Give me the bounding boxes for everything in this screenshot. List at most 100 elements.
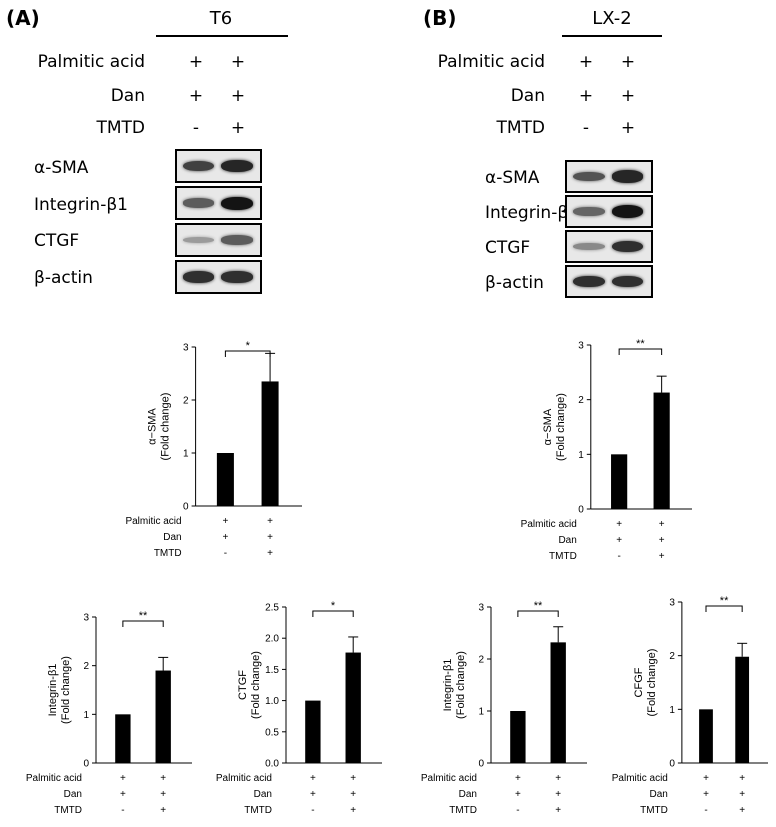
treatment-sign: + — [555, 773, 561, 784]
treatment-sign: + — [659, 551, 665, 562]
treatment-row-label: Dan — [64, 789, 82, 800]
panel-a-blot-asma — [175, 149, 262, 183]
treatment-row-label: Dan — [163, 532, 181, 543]
panel-b-sign-dan-1: + — [578, 86, 594, 106]
y-axis-label: (Fold change) — [60, 656, 72, 724]
blot-band-lane-1 — [572, 275, 605, 288]
treatment-sign: + — [267, 532, 273, 543]
panel-b-treatment-label-tmtd: TMTD — [496, 118, 545, 138]
bar — [735, 656, 750, 763]
bar — [653, 392, 670, 509]
treatment-row-label: TMTD — [244, 805, 272, 816]
y-tick-label: 2 — [669, 651, 675, 662]
treatment-row-label: TMTD — [640, 805, 668, 816]
y-tick-label: 1 — [183, 449, 189, 460]
significance-label: * — [246, 340, 251, 352]
panel-a-sign-tmtd-2: + — [230, 118, 246, 138]
y-axis-label: α−SMA — [147, 408, 159, 445]
chart-t6-ctgf: 0.0 0.5 1.0 1.5 2.0 2.5 CTGF (Fold change) * Palm… — [216, 600, 382, 816]
treatment-sign: + — [310, 789, 316, 800]
significance-label: ** — [139, 610, 148, 622]
y-tick-label: 2.5 — [265, 603, 279, 614]
treatment-row-label: Palmitic acid — [125, 516, 181, 527]
treatment-sign: + — [515, 773, 521, 784]
chart-group: 0 1 2 3 Integrin-β1 (Fold change) ** Palmitic a… — [26, 610, 192, 816]
panel-b-sign-tmtd-2: + — [620, 118, 636, 138]
treatment-sign: + — [350, 805, 356, 816]
panel-a-blot-label-bactin: β-actin — [34, 268, 93, 288]
panel-b-sign-dan-2: + — [620, 86, 636, 106]
significance-label: * — [331, 600, 336, 612]
blot-band-lane-2 — [220, 159, 253, 173]
treatment-sign: + — [659, 535, 665, 546]
blot-band-lane-1 — [182, 271, 215, 283]
treatment-row-label: TMTD — [154, 548, 182, 559]
chart-group: 0 1 2 3 α−SMA (Fold change) * Palmitic acid + + Da… — [125, 340, 302, 559]
treatment-row-label: Palmitic acid — [612, 773, 668, 784]
panel-b-sign-palmitic-2: + — [620, 52, 636, 72]
panel-a-blot-ctgf — [175, 223, 262, 257]
panel-a-cell-line-underline — [156, 35, 288, 37]
blot-band-lane-1 — [572, 242, 605, 251]
treatment-sign: - — [704, 805, 707, 816]
y-tick-label: 1 — [669, 705, 675, 716]
bar — [115, 714, 131, 763]
y-tick-label: 0.5 — [265, 727, 279, 738]
treatment-sign: + — [350, 773, 356, 784]
treatment-sign: + — [267, 548, 273, 559]
bar — [510, 711, 526, 763]
panel-b-treatment-label-palmitic: Palmitic acid — [437, 52, 545, 72]
treatment-sign: + — [555, 789, 561, 800]
y-tick-label: 3 — [669, 598, 675, 609]
treatment-sign: + — [120, 773, 126, 784]
blot-band-lane-1 — [572, 171, 605, 182]
blot-band-lane-2 — [220, 271, 253, 283]
treatment-row-label: TMTD — [549, 551, 577, 562]
y-tick-label: 3 — [83, 613, 89, 624]
bar — [699, 709, 713, 763]
blot-band-lane-1 — [182, 236, 215, 244]
panel-a-sign-dan-1: + — [188, 86, 204, 106]
y-axis-label: Integrin-β1 — [47, 664, 59, 717]
y-axis-label: CFGF — [633, 667, 645, 697]
y-tick-label: 2 — [183, 396, 189, 407]
panel-a-treatment-label-palmitic: Palmitic acid — [37, 52, 145, 72]
bar — [155, 670, 171, 763]
treatment-sign: + — [310, 773, 316, 784]
y-axis-label: (Fold change) — [160, 393, 172, 461]
chart-t6-asma: 0 1 2 3 α−SMA (Fold change) * Palmitic acid + + Da… — [125, 340, 302, 559]
bar — [261, 381, 279, 506]
treatment-row-label: Palmitic acid — [216, 773, 272, 784]
y-tick-label: 3 — [578, 341, 584, 352]
chart-group: 0.0 0.5 1.0 1.5 2.0 2.5 CTGF (Fold change) * Palm… — [216, 600, 382, 816]
significance-bracket — [705, 605, 743, 612]
chart-lx2-integrin: 0 1 2 3 Integrin-β1 (Fold change) ** Palmitic a… — [421, 600, 587, 816]
treatment-sign: - — [617, 551, 620, 562]
treatment-row-label: Dan — [558, 535, 576, 546]
chart-group: 0 1 2 3 CFGF (Fold change) ** Palmitic acid + + Da… — [612, 595, 768, 816]
treatment-row-label: Palmitic acid — [521, 519, 577, 530]
treatment-sign: + — [703, 773, 709, 784]
y-tick-label: 1 — [83, 710, 89, 721]
treatment-sign: + — [222, 516, 228, 527]
treatment-sign: + — [267, 516, 273, 527]
treatment-row-label: Palmitic acid — [26, 773, 82, 784]
significance-label: ** — [534, 600, 543, 612]
panel-b-treatment-label-dan: Dan — [510, 86, 545, 106]
panel-a-label: (A) — [6, 6, 40, 30]
panel-a-blot-label-asma: α-SMA — [34, 158, 89, 178]
bar — [611, 454, 628, 509]
panel-b-blot-ctgf — [565, 230, 653, 263]
blot-band-lane-2 — [220, 235, 253, 245]
y-axis-label: α−SMA — [542, 408, 554, 445]
treatment-sign: + — [160, 805, 166, 816]
treatment-row-label: Palmitic acid — [421, 773, 477, 784]
treatment-sign: + — [739, 789, 745, 800]
y-axis-label: (Fold change) — [250, 651, 262, 719]
bar — [345, 652, 361, 763]
panel-b-sign-palmitic-1: + — [578, 52, 594, 72]
treatment-row-label: Dan — [254, 789, 272, 800]
panel-b-blot-label-asma: α-SMA — [485, 168, 540, 188]
panel-a-sign-palmitic-1: + — [188, 52, 204, 72]
treatment-row-label: Dan — [459, 789, 477, 800]
